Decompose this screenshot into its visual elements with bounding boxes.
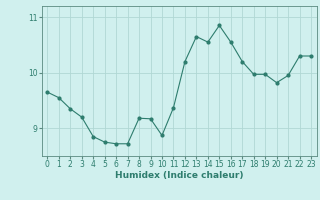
X-axis label: Humidex (Indice chaleur): Humidex (Indice chaleur) [115,171,244,180]
